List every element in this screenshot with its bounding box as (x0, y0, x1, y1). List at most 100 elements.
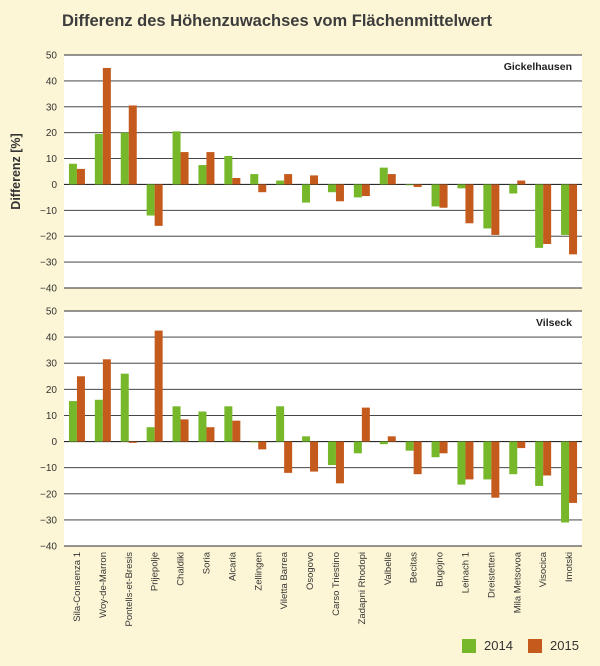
x-category-label: Alcaria (227, 551, 238, 581)
bar-2015 (465, 184, 474, 224)
bar-2015 (258, 441, 267, 450)
bar-2014 (327, 184, 336, 193)
panel-label: Gickelhausen (504, 61, 572, 73)
bar-2015 (569, 184, 578, 255)
plot-area (64, 311, 582, 546)
bar-2014 (146, 184, 155, 216)
bar-2014 (379, 167, 388, 185)
bar-2014 (302, 184, 311, 203)
x-category-label: Valbelle (383, 552, 394, 585)
x-category-label: Visocica (538, 551, 549, 587)
bar-2014 (68, 163, 77, 185)
y-tick-label: 0 (51, 437, 57, 448)
bar-2014 (353, 441, 362, 454)
x-category-label: Carso Triestino (331, 552, 342, 616)
bar-2014 (405, 441, 414, 451)
bar-2014 (224, 406, 233, 442)
legend-label-2015: 2015 (550, 638, 579, 653)
y-tick-label: 20 (46, 128, 58, 139)
bar-2014 (276, 180, 285, 185)
x-category-label: Viletta Barrea (279, 551, 290, 609)
bar-2014 (483, 184, 492, 229)
bar-2015 (154, 184, 163, 226)
y-tick-label: −40 (40, 284, 57, 295)
y-tick-label: 40 (46, 333, 58, 344)
bar-2015 (180, 152, 189, 185)
legend-swatch-2015 (528, 638, 542, 653)
bar-2015 (180, 419, 189, 442)
bar-2015 (387, 436, 396, 442)
bar-2015 (284, 174, 293, 185)
x-category-label: Becitas (409, 552, 420, 583)
x-category-label: Zellingen (253, 552, 264, 591)
y-tick-label: 10 (46, 154, 58, 165)
bar-2014 (379, 441, 388, 445)
bar-2015 (387, 174, 396, 185)
bar-2015 (128, 441, 137, 443)
bar-2014 (146, 427, 155, 442)
x-category-label: Chaldiki (176, 552, 187, 586)
bar-2015 (413, 441, 422, 475)
legend-label-2014: 2014 (484, 638, 513, 653)
y-tick-label: −30 (40, 258, 57, 269)
bar-2015 (102, 359, 111, 442)
x-category-label: Leinach 1 (460, 552, 471, 593)
x-category-label: Zadapni Rhodopi (357, 552, 368, 624)
x-category-label: Mila Metsovoa (512, 551, 523, 613)
bar-2015 (465, 441, 474, 480)
bar-2014 (483, 441, 492, 480)
y-tick-label: 0 (51, 180, 57, 191)
bar-2015 (335, 184, 344, 202)
bar-2014 (561, 441, 570, 523)
bar-2014 (405, 184, 414, 186)
bar-2015 (439, 441, 448, 454)
bar-2015 (310, 441, 319, 472)
bar-2015 (439, 184, 448, 208)
chart-title: Differenz des Höhenzuwachses vom Flächen… (62, 12, 493, 30)
x-category-label: Osogovo (305, 552, 316, 590)
bar-2015 (517, 441, 526, 449)
bar-2015 (310, 175, 319, 185)
y-tick-label: 30 (46, 102, 58, 113)
bar-2014 (457, 441, 466, 485)
x-category-label: Dreistetten (486, 552, 497, 598)
bar-2015 (335, 441, 344, 484)
bar-2015 (413, 184, 422, 188)
bar-2014 (509, 184, 518, 194)
bar-2015 (284, 441, 293, 473)
y-tick-label: 50 (46, 307, 58, 318)
x-category-label: Woy-de-Marron (98, 552, 109, 618)
legend-item-2014: 2014 (462, 638, 513, 653)
bar-2014 (276, 406, 285, 442)
bar-2014 (68, 401, 77, 442)
bar-2014 (353, 184, 362, 198)
legend-item-2015: 2015 (528, 638, 579, 653)
bar-2015 (154, 330, 163, 442)
bar-2015 (543, 441, 552, 476)
bar-2015 (76, 376, 85, 442)
bar-2014 (535, 184, 544, 248)
bar-2015 (361, 184, 370, 197)
bar-2015 (128, 105, 137, 185)
bar-2014 (327, 441, 336, 466)
bar-2014 (172, 406, 181, 442)
y-tick-label: −30 (40, 515, 57, 526)
bar-2014 (120, 373, 129, 442)
bar-2014 (561, 184, 570, 235)
bar-2014 (302, 436, 311, 442)
y-tick-label: −20 (40, 232, 57, 243)
bar-2014 (250, 174, 259, 185)
bar-2015 (76, 168, 85, 185)
bar-2015 (206, 152, 215, 185)
y-tick-label: 30 (46, 359, 58, 370)
bar-2014 (172, 131, 181, 185)
bar-2014 (509, 441, 518, 475)
bar-2014 (94, 133, 103, 185)
y-tick-label: 10 (46, 411, 58, 422)
bar-2014 (457, 184, 466, 189)
bar-2015 (102, 67, 111, 185)
bar-2014 (198, 165, 207, 185)
x-category-label: Prijepolje (150, 552, 161, 591)
bar-2014 (94, 399, 103, 442)
